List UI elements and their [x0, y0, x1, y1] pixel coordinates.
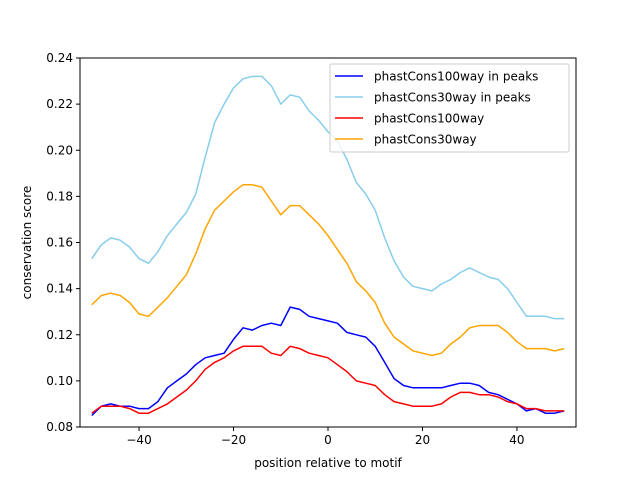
x-tick-label: 20: [415, 433, 430, 447]
x-axis-ticks: −40 −20 0 20 40: [126, 427, 525, 447]
plot-lines: [91, 75, 565, 417]
y-tick-label: 0.10: [46, 374, 73, 388]
y-tick-label: 0.16: [46, 236, 73, 250]
x-tick-label: −20: [221, 433, 246, 447]
series-line-0: [91, 306, 565, 417]
y-tick-label: 0.14: [46, 282, 73, 296]
legend-label-2: phastCons100way: [374, 112, 484, 126]
legend-label-0: phastCons100way in peaks: [374, 70, 538, 84]
x-tick-label: 40: [509, 433, 524, 447]
series-line-3: [91, 184, 565, 357]
x-tick-label: −40: [126, 433, 151, 447]
series-line-2: [91, 345, 565, 414]
y-tick-label: 0.20: [46, 143, 73, 157]
legend-label-1: phastCons30way in peaks: [374, 91, 531, 105]
y-tick-label: 0.18: [46, 189, 73, 203]
legend-box: [329, 63, 570, 153]
y-tick-label: 0.24: [46, 51, 73, 65]
y-tick-label: 0.12: [46, 328, 73, 342]
x-axis-label: position relative to motif: [254, 456, 402, 470]
x-tick-label: 0: [324, 433, 332, 447]
y-tick-label: 0.08: [46, 420, 73, 434]
legend-label-3: phastCons30way: [374, 133, 477, 147]
y-axis-ticks: 0.08 0.10 0.12 0.14 0.16 0.18 0.20 0.22 0.24: [46, 51, 80, 434]
series-line-1: [91, 75, 565, 320]
legend: phastCons100way in peaks phastCons30way i…: [329, 63, 570, 153]
y-tick-label: 0.22: [46, 97, 73, 111]
y-axis-label: conservation score: [20, 186, 34, 300]
